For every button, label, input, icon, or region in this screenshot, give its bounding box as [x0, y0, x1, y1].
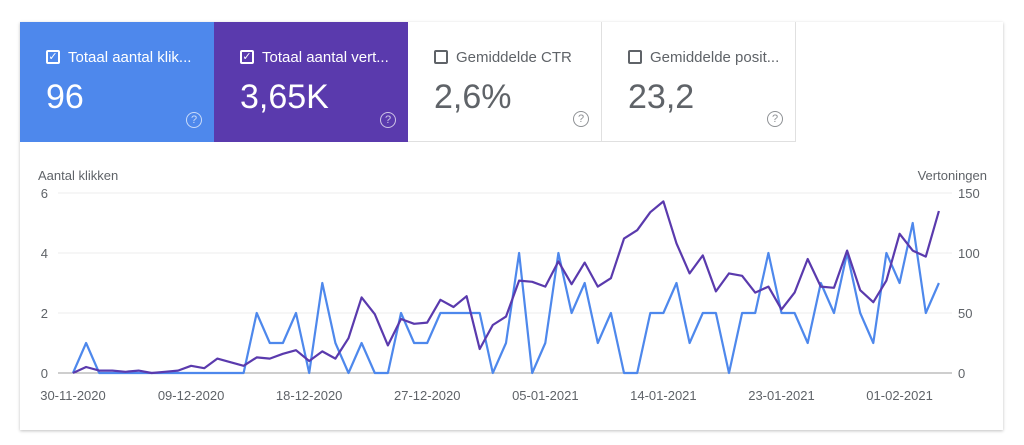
impressions-series-line: [72, 200, 940, 375]
metric-card-ctr[interactable]: Gemiddelde CTR 2,6% ?: [408, 22, 602, 142]
metric-label: Gemiddelde posit...: [650, 49, 780, 66]
help-circle-icon[interactable]: ?: [380, 112, 396, 128]
left-tick-label: 0: [41, 366, 48, 381]
x-tick-label: 01-02-2021: [866, 388, 933, 403]
checkbox-icon[interactable]: [434, 50, 448, 64]
help-circle-icon[interactable]: ?: [573, 111, 589, 127]
metric-card-impressions[interactable]: ✓ Totaal aantal vert... 3,65K ?: [214, 22, 408, 142]
right-tick-label: 0: [958, 366, 965, 381]
checkbox-icon[interactable]: [628, 50, 642, 64]
metric-label: Gemiddelde CTR: [456, 49, 572, 66]
x-tick-label: 27-12-2020: [394, 388, 461, 403]
x-tick-label: 30-11-2020: [40, 388, 106, 403]
metric-label: Totaal aantal klik...: [68, 49, 192, 66]
metric-value: 96: [46, 78, 84, 116]
left-tick-label: 2: [41, 306, 48, 321]
metric-card-clicks[interactable]: ✓ Totaal aantal klik... 96 ?: [20, 22, 214, 142]
left-tick-label: 4: [41, 246, 48, 261]
checkbox-icon[interactable]: ✓: [46, 50, 60, 64]
x-tick-label: 05-01-2021: [512, 388, 579, 403]
x-tick-label: 14-01-2021: [630, 388, 697, 403]
left-axis-title: Aantal klikken: [38, 168, 118, 183]
metric-value: 23,2: [628, 78, 695, 116]
x-tick-label: 23-01-2021: [748, 388, 815, 403]
help-circle-icon[interactable]: ?: [767, 111, 783, 127]
right-axis-title: Vertoningen: [918, 168, 987, 183]
metric-value: 3,65K: [240, 78, 329, 116]
metric-card-position[interactable]: Gemiddelde posit... 23,2 ?: [602, 22, 796, 142]
clicks-series-line: [71, 221, 940, 375]
metric-value: 2,6%: [434, 78, 512, 116]
x-tick-label: 18-12-2020: [276, 388, 343, 403]
checkbox-icon[interactable]: ✓: [240, 50, 254, 64]
metric-cards: ✓ Totaal aantal klik... 96 ? ✓ Totaal aa…: [20, 22, 796, 142]
performance-panel: ✓ Totaal aantal klik... 96 ? ✓ Totaal aa…: [20, 22, 1003, 430]
x-tick-label: 09-12-2020: [158, 388, 225, 403]
right-tick-label: 150: [958, 186, 980, 201]
right-tick-label: 50: [958, 306, 972, 321]
help-circle-icon[interactable]: ?: [186, 112, 202, 128]
metric-label: Totaal aantal vert...: [262, 49, 389, 66]
left-tick-label: 6: [41, 186, 48, 201]
right-tick-label: 100: [958, 246, 980, 261]
